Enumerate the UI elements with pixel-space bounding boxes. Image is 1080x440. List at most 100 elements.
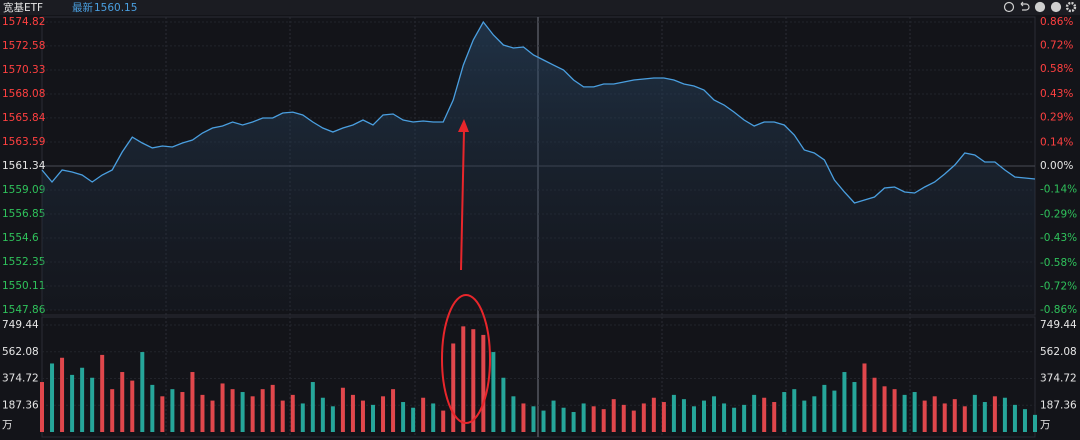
volume-bar bbox=[471, 329, 476, 432]
latest-label: 最新 bbox=[72, 1, 93, 14]
volume-bar bbox=[220, 383, 225, 432]
volume-bar bbox=[631, 410, 636, 432]
y-tick-label: 1574.82 bbox=[2, 16, 45, 28]
volume-bar bbox=[782, 392, 787, 432]
volume-bar bbox=[912, 392, 917, 432]
volume-bar bbox=[481, 334, 486, 432]
volume-bar bbox=[712, 396, 717, 432]
volume-bar bbox=[60, 357, 65, 432]
y2-tick-label: 374.72 bbox=[1040, 373, 1077, 385]
volume-bar bbox=[992, 396, 997, 432]
volume-bar bbox=[722, 403, 727, 432]
volume-bar bbox=[802, 400, 807, 432]
volume-bar bbox=[1012, 404, 1017, 432]
volume-bar bbox=[832, 390, 837, 432]
y-tick-label: 1556.85 bbox=[2, 208, 45, 220]
y2-tick-label: 749.44 bbox=[1040, 319, 1077, 331]
volume-bar bbox=[80, 367, 85, 432]
volume-bar bbox=[180, 392, 185, 432]
volume-bar bbox=[260, 389, 265, 432]
icon-money[interactable] bbox=[1003, 1, 1015, 13]
y2-tick-label: -0.43% bbox=[1040, 232, 1077, 244]
volume-bar bbox=[681, 399, 686, 432]
volume-bar bbox=[962, 406, 967, 432]
volume-bar bbox=[581, 403, 586, 432]
y-tick-label: 1559.09 bbox=[2, 184, 45, 196]
volume-bar bbox=[792, 389, 797, 432]
volume-bar bbox=[310, 382, 315, 432]
y2-tick-label: 0.29% bbox=[1040, 111, 1073, 123]
volume-bar bbox=[240, 392, 245, 432]
y-tick-label: 1563.59 bbox=[2, 136, 45, 148]
toolbar-icons bbox=[1003, 1, 1077, 13]
price-area bbox=[42, 22, 1035, 310]
volume-bar bbox=[230, 389, 235, 432]
volume-bar bbox=[972, 394, 977, 432]
y2-tick-label: 187.36 bbox=[1040, 399, 1077, 411]
volume-bar bbox=[922, 400, 927, 432]
y-tick-label: 1552.35 bbox=[2, 256, 45, 268]
volume-bar bbox=[691, 406, 696, 432]
volume-bar bbox=[852, 382, 857, 432]
volume-bar bbox=[742, 404, 747, 432]
icon-zoom-in[interactable] bbox=[1034, 1, 1046, 13]
volume-bar bbox=[501, 377, 506, 432]
volume-bar bbox=[40, 382, 44, 432]
volume-bar bbox=[280, 400, 285, 432]
volume-bar bbox=[551, 400, 556, 432]
volume-bar bbox=[391, 389, 396, 432]
volume-bar bbox=[100, 354, 105, 432]
y2-tick-label: 0.86% bbox=[1040, 16, 1073, 28]
volume-bar bbox=[842, 372, 847, 432]
volume-bar bbox=[671, 394, 676, 432]
unit-label: 万 bbox=[2, 419, 13, 431]
volume-bar bbox=[381, 396, 386, 432]
volume-bar bbox=[371, 404, 375, 432]
volume-bar bbox=[882, 386, 887, 432]
volume-bar bbox=[932, 396, 937, 432]
icon-settings[interactable] bbox=[1065, 1, 1077, 13]
annotation-ellipse bbox=[441, 294, 491, 424]
unit-label: 万 bbox=[1040, 419, 1051, 431]
volume-bar bbox=[50, 363, 55, 432]
volume-bar bbox=[491, 352, 496, 432]
volume-bar bbox=[752, 394, 757, 432]
y-tick-label: 1572.58 bbox=[2, 40, 45, 52]
y-tick-label: 1561.34 bbox=[2, 160, 46, 172]
y-tick-label: 1554.6 bbox=[2, 232, 39, 244]
volume-bar bbox=[70, 374, 75, 432]
annotations bbox=[441, 119, 491, 424]
volume-bar bbox=[531, 406, 536, 432]
volume-bar bbox=[1002, 397, 1007, 432]
y2-tick-label: -0.58% bbox=[1040, 257, 1077, 269]
volume-bar bbox=[862, 363, 867, 432]
y2-tick-label: 0.00% bbox=[1040, 160, 1073, 172]
volume-bar bbox=[190, 372, 195, 432]
icon-undo[interactable] bbox=[1020, 1, 1030, 11]
volume-bar bbox=[210, 400, 215, 432]
annotation-arrow bbox=[460, 129, 465, 271]
volume-bar bbox=[320, 397, 325, 432]
volume-bar bbox=[621, 404, 626, 432]
volume-bar bbox=[521, 403, 526, 432]
volume-bar bbox=[892, 389, 897, 432]
volume-bar bbox=[511, 396, 516, 432]
volume-bar bbox=[110, 389, 115, 432]
volume-bar bbox=[330, 406, 335, 432]
volume-bar bbox=[982, 402, 987, 432]
volume-bar bbox=[1022, 409, 1027, 432]
volume-bar bbox=[812, 396, 817, 432]
y-tick-label: 1570.33 bbox=[2, 64, 45, 76]
volume-bar bbox=[1033, 414, 1037, 432]
volume-bar bbox=[421, 397, 426, 432]
y2-tick-label: 562.08 bbox=[1040, 346, 1077, 358]
icon-zoom-out[interactable] bbox=[1050, 1, 1062, 13]
volume-bar bbox=[772, 402, 777, 432]
volume-bar bbox=[461, 326, 466, 432]
volume-bar bbox=[120, 372, 125, 432]
y-tick-label: 749.44 bbox=[2, 319, 39, 331]
y-tick-label: 562.08 bbox=[2, 346, 39, 358]
y-tick-label: 1550.11 bbox=[2, 280, 45, 292]
volume-bar bbox=[290, 394, 295, 432]
